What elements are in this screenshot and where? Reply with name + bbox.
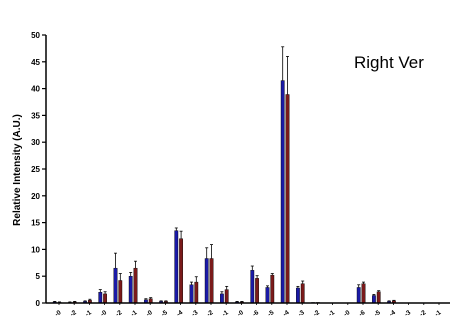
y-tick-label: 30 <box>31 138 40 147</box>
bar-series-group <box>52 46 396 304</box>
x-tick-label: -3 <box>191 309 200 318</box>
bar <box>219 293 224 304</box>
y-tick-label: 25 <box>31 165 40 174</box>
bar <box>285 94 290 304</box>
bar <box>189 284 194 304</box>
bar <box>98 292 103 304</box>
x-tick-label: -5 <box>160 309 169 318</box>
x-tick-label: -1 <box>221 309 230 318</box>
x-tick-label: -0 <box>54 309 63 318</box>
bar <box>376 291 381 304</box>
x-tick-label: -5 <box>267 309 276 318</box>
x-tick-label: -2 <box>312 309 321 318</box>
x-tick-label: -0 <box>236 309 245 318</box>
x-tick-label: -2 <box>115 309 124 318</box>
bar <box>372 295 376 304</box>
x-tick-label: -1 <box>130 309 139 318</box>
bar <box>194 281 199 304</box>
bar <box>103 293 108 304</box>
bar-series-1 <box>52 46 391 304</box>
x-tick-label: -1 <box>327 309 336 318</box>
bar <box>118 280 123 304</box>
bar <box>300 283 305 304</box>
bar <box>209 258 214 304</box>
y-tick-label: 50 <box>31 31 40 40</box>
bar-series-2 <box>57 56 396 304</box>
x-tick-label: -1 <box>84 309 93 318</box>
x-tick-label: -3 <box>403 309 412 318</box>
y-tick-label: 15 <box>31 219 40 228</box>
y-axis-title: Relative Intensity (A.U.) <box>12 114 23 226</box>
x-tick-label: -0 <box>145 309 154 318</box>
bar <box>113 267 118 304</box>
x-tick-label: -0 <box>343 309 352 318</box>
bar <box>204 258 209 304</box>
bar <box>179 238 183 304</box>
x-tick-label: -0 <box>99 309 108 318</box>
y-tick-label: 0 <box>36 299 41 308</box>
y-tick-label: 40 <box>31 85 40 94</box>
x-tick-label: -6 <box>358 309 367 318</box>
x-tick-label: -1 <box>434 309 443 318</box>
chart-annotation: Right Ver <box>354 53 424 72</box>
x-tick-label: -2 <box>69 309 78 318</box>
x-tick-label: -4 <box>175 309 184 318</box>
bar <box>133 267 138 304</box>
bar <box>265 287 270 304</box>
y-tick-label: 45 <box>31 58 40 67</box>
bar <box>361 283 366 304</box>
y-tick-label: 10 <box>31 245 40 254</box>
y-axis: 0 5 10 15 20 25 30 35 40 45 50 <box>31 31 47 308</box>
bar <box>174 230 179 304</box>
x-tick-label: -4 <box>388 309 397 318</box>
y-tick-label: 5 <box>36 272 41 281</box>
x-axis: -0 -2 -1 -0 -2 -1 -0 -5 -4 -3 -2 -1 -0 -6 -5 -4 -3 -2 -1 -0… <box>46 302 450 318</box>
x-tick-label: -6 <box>251 309 260 318</box>
x-tick-label: -5 <box>373 309 382 318</box>
bar <box>280 80 285 304</box>
bar <box>356 287 361 304</box>
bar <box>128 276 133 304</box>
x-tick-label: -4 <box>282 309 291 318</box>
y-tick-label: 20 <box>31 192 40 201</box>
bar <box>255 278 259 304</box>
y-tick-label: 35 <box>31 111 40 120</box>
bar <box>224 289 229 304</box>
bar <box>296 287 300 304</box>
x-tick-label: -2 <box>419 309 428 318</box>
bar <box>270 274 275 304</box>
x-tick-label: -3 <box>297 309 306 318</box>
bar <box>250 270 255 304</box>
x-tick-label: -2 <box>206 309 215 318</box>
